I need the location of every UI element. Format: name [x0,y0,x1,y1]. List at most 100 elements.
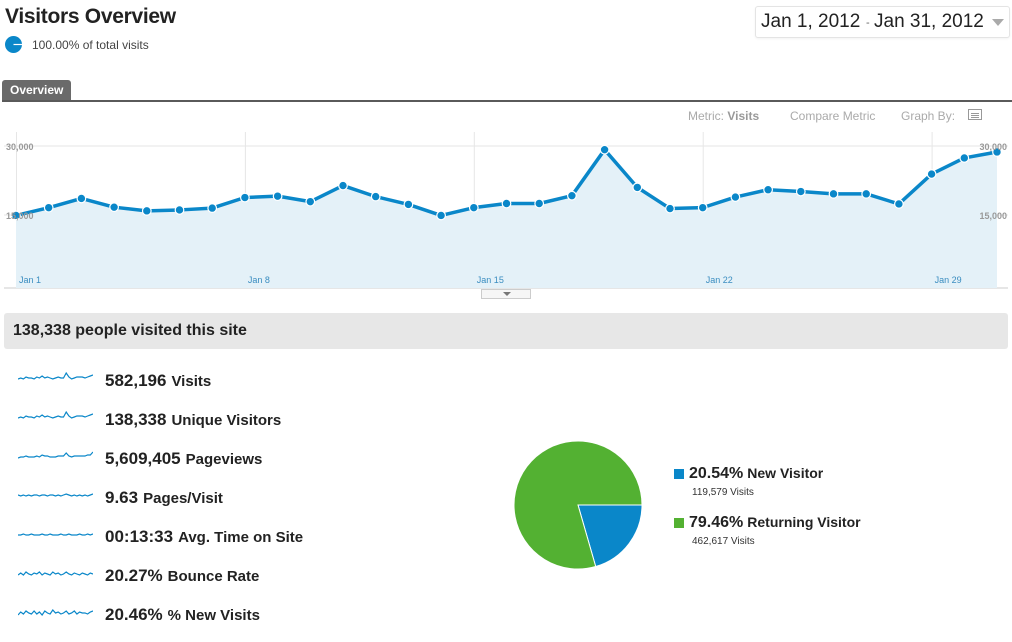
data-point[interactable] [305,196,316,207]
metric-label[interactable]: % New Visits [167,607,260,624]
visits-line-chart: 30,000 30,000 15,000 15,000 Jan 1 Jan 8 Jan 15… [4,132,1008,289]
metric-label[interactable]: Pageviews [185,451,263,468]
series-area [16,149,997,288]
data-point[interactable] [763,184,773,195]
x-tick-label: Jan 8 [248,275,270,285]
data-point[interactable] [338,180,348,191]
sparkline-icon [18,371,93,380]
metric-label[interactable]: Visits [171,373,212,390]
legend-item[interactable]: 79.46% Returning Visitor 462,617 Visits [674,514,904,554]
visitor-type-pie-chart [513,440,643,570]
pie-slice-new-visitor[interactable] [577,504,643,568]
data-point[interactable] [174,205,185,215]
data-point[interactable] [436,210,447,221]
graph-by-label: Graph By: [901,109,956,123]
sparkline-icon [18,451,93,459]
metric-value: 9.63 [105,488,139,507]
tab-overview[interactable]: Overview [2,80,72,101]
data-point[interactable] [109,202,119,213]
data-point[interactable] [370,191,381,202]
page-title: Visitors Overview [5,5,176,28]
data-point[interactable] [272,191,283,202]
sparkline-icon [18,571,93,576]
metric-value: 138,338 [105,410,167,429]
legend-count: 462,617 Visits [692,536,755,547]
list-icon[interactable] [968,109,982,120]
data-point[interactable] [468,202,479,213]
data-point[interactable] [599,144,610,155]
sparkline-icon [18,410,93,419]
summary-banner: 138,338 people visited this site [4,313,1008,349]
metric-row[interactable]: 138,338 Unique Visitors [18,407,348,431]
legend-percent: 79.46% [689,514,744,531]
legend-count: 119,579 Visits [692,487,754,498]
metric-row[interactable]: 9.63 Pages/Visit [18,485,348,509]
metric-value: 20.46% [105,605,163,624]
data-point[interactable] [697,202,708,213]
metric-text: 9.63 Pages/Visit [105,488,223,508]
metric-row[interactable]: 582,196 Visits [18,368,348,392]
metric-label[interactable]: Bounce Rate [167,568,260,585]
date-range-end: Jan 31, 2012 [874,11,984,32]
data-point[interactable] [567,190,577,201]
data-point[interactable] [11,210,21,221]
data-point[interactable] [403,199,414,210]
data-point[interactable] [926,169,937,179]
data-point[interactable] [43,202,54,213]
data-point[interactable] [534,198,545,209]
sparkline-icon [18,493,93,497]
x-tick-label: Jan 22 [706,275,733,285]
metric-row[interactable]: 20.27% Bounce Rate [18,563,348,587]
metric-row[interactable]: 00:13:33 Avg. Time on Site [18,524,348,548]
y-tick-label-right: 30,000 [979,142,1007,152]
legend-swatch [674,469,684,479]
metric-selector-prefix: Metric: [688,109,724,123]
metric-value: 582,196 [105,371,167,390]
pie-slice-returning-visitor[interactable] [513,440,643,570]
data-point[interactable] [665,203,675,214]
metric-label[interactable]: Avg. Time on Site [178,529,304,546]
tab-divider [2,100,1012,102]
legend-swatch [674,518,684,528]
data-point[interactable] [795,186,806,197]
legend-item[interactable]: 20.54% New Visitor 119,579 Visits [674,465,904,505]
y-tick-label-left: 15,000 [6,211,34,221]
date-range-picker[interactable]: Jan 1, 2012 - Jan 31, 2012 [755,6,1010,38]
data-point[interactable] [894,199,904,209]
data-point[interactable] [828,188,839,199]
summary-headline: 138,338 people visited this site [13,322,247,339]
legend-text: 79.46% Returning Visitor [689,514,861,532]
data-point[interactable] [239,192,250,203]
metric-row[interactable]: 5,609,405 Pageviews [18,446,348,470]
chart-expander-handle[interactable] [481,289,531,299]
metric-text: 20.46%% New Visits [105,605,260,625]
legend-text: 20.54% New Visitor [689,465,823,483]
metric-text: 00:13:33 Avg. Time on Site [105,527,303,547]
sparkline-icon [18,609,93,616]
data-point[interactable] [730,192,741,202]
metric-value: 00:13:33 [105,527,174,546]
sparkline-icon [18,533,93,536]
legend-label: Returning Visitor [747,514,861,530]
x-tick-label: Jan 1 [19,275,41,285]
y-tick-label-left: 30,000 [6,142,34,152]
data-point[interactable] [861,188,872,199]
metric-label[interactable]: Unique Visitors [171,412,282,429]
data-point[interactable] [632,182,643,193]
metric-label[interactable]: Pages/Visit [143,490,223,507]
metric-row[interactable]: 20.46%% New Visits [18,602,348,626]
segment-pie-icon[interactable] [5,36,22,53]
data-point[interactable] [992,147,1002,157]
compare-metric-button[interactable]: Compare Metric [790,109,876,123]
data-point[interactable] [501,198,512,209]
metric-selector[interactable]: Metric: Visits [688,109,759,123]
data-point[interactable] [141,205,152,216]
date-range-start: Jan 1, 2012 [761,11,861,32]
data-point[interactable] [207,203,218,213]
data-point[interactable] [76,193,87,204]
segment-label: 100.00% of total visits [32,38,149,52]
chevron-down-icon[interactable] [992,19,1004,26]
metric-text: 138,338 Unique Visitors [105,410,281,430]
x-tick-label: Jan 15 [477,275,504,285]
data-point[interactable] [959,153,970,163]
